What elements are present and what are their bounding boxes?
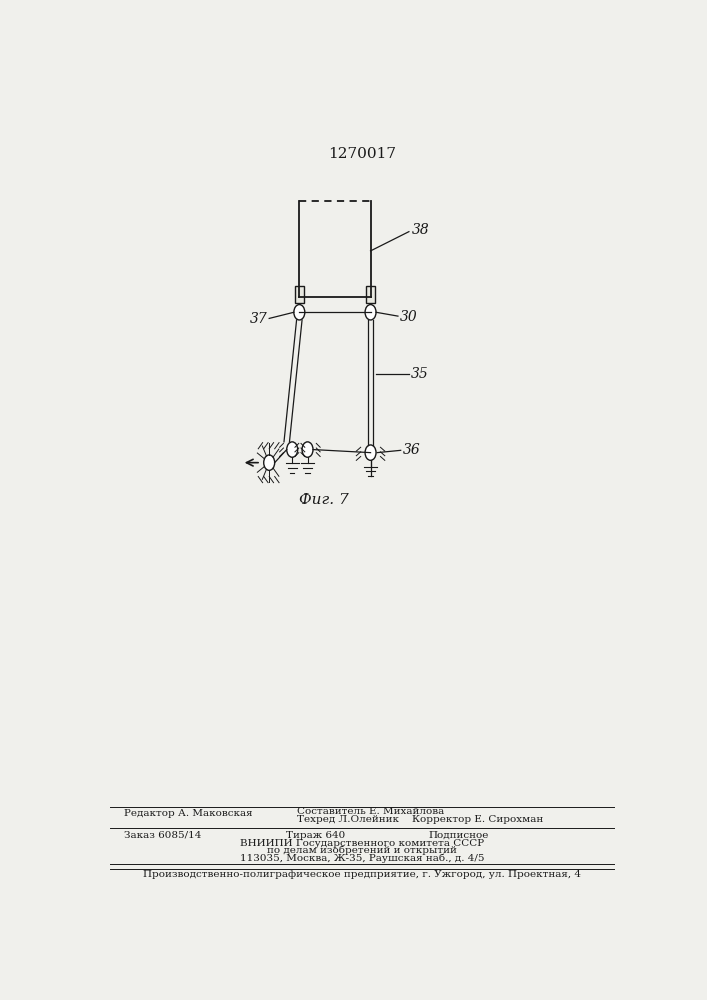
Text: Производственно-полиграфическое предприятие, г. Ужгород, ул. Проектная, 4: Производственно-полиграфическое предприя… (144, 870, 581, 879)
Text: 37: 37 (250, 312, 267, 326)
Text: Фиг. 7: Фиг. 7 (299, 493, 349, 507)
Text: Заказ 6085/14: Заказ 6085/14 (124, 831, 201, 840)
Text: Подписное: Подписное (428, 831, 489, 840)
Text: 35: 35 (411, 367, 428, 381)
Circle shape (302, 442, 313, 457)
Text: 30: 30 (399, 310, 417, 324)
Text: по делам изобретений и открытий: по делам изобретений и открытий (267, 846, 457, 855)
Text: ВНИИПИ Государственного комитета СССР: ВНИИПИ Государственного комитета СССР (240, 839, 484, 848)
Text: 113035, Москва, Ж-35, Раушская наб., д. 4/5: 113035, Москва, Ж-35, Раушская наб., д. … (240, 854, 484, 863)
Circle shape (365, 305, 376, 320)
Text: 38: 38 (411, 223, 429, 237)
Text: 1270017: 1270017 (328, 147, 397, 161)
Circle shape (294, 305, 305, 320)
Text: Техред Л.Олейник    Корректор Е. Сирохман: Техред Л.Олейник Корректор Е. Сирохман (297, 815, 543, 824)
Text: Составитель Е. Михайлова: Составитель Е. Михайлова (297, 807, 444, 816)
Circle shape (365, 445, 376, 460)
Bar (366, 286, 375, 303)
Text: 36: 36 (402, 443, 420, 457)
Text: Редактор А. Маковская: Редактор А. Маковская (124, 809, 252, 818)
Circle shape (264, 455, 274, 470)
Bar (295, 286, 304, 303)
Text: Тираж 640: Тираж 640 (286, 831, 345, 840)
Circle shape (287, 442, 298, 457)
